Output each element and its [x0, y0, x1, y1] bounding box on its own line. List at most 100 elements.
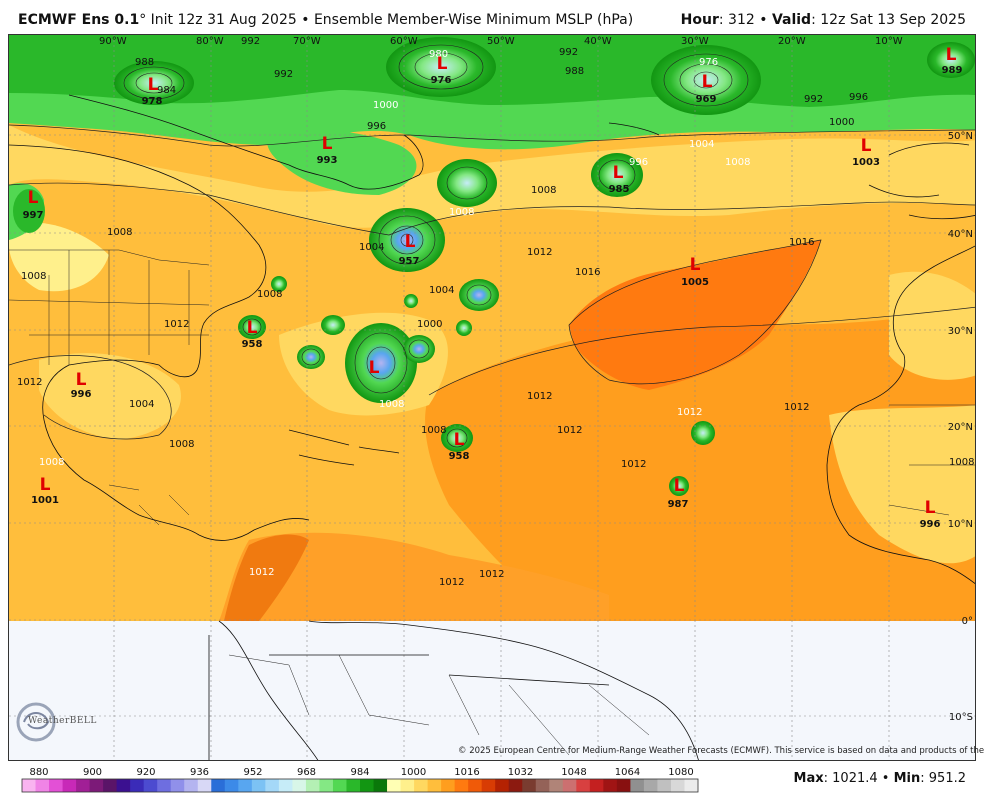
- low-marker: L 978: [142, 75, 163, 107]
- isobar-label: 1008: [531, 185, 556, 196]
- min-label: Min: [893, 771, 921, 786]
- legend-swatch: [495, 779, 510, 792]
- low-marker: L 985: [609, 163, 630, 195]
- low-985-cell: [591, 153, 643, 197]
- header: ECMWF Ens 0.1° Init 12z 31 Aug 2025 • En…: [0, 0, 984, 34]
- low-marker: L 987: [668, 476, 689, 510]
- andes-fill: [224, 534, 309, 621]
- lat-label: 20°N: [948, 422, 973, 433]
- isobar-label: 996: [849, 92, 868, 103]
- isobar-label: 1008: [257, 289, 282, 300]
- low-marker: L 976: [431, 54, 452, 86]
- low-value: 969: [696, 94, 717, 105]
- low-value: 997: [23, 210, 44, 221]
- legend-swatch: [657, 779, 672, 792]
- pressure-color-legend: 880 900 920 936 952 968 984 1000 1016 1032 1048 106…: [18, 764, 702, 804]
- legend-swatch: [319, 779, 334, 792]
- storm-cluster-cell: [345, 323, 417, 403]
- low-letter: L: [946, 45, 957, 65]
- isobar-labels: 992 988 992 992 996 992 988 1000 996 100…: [17, 36, 974, 588]
- legend-swatch: [265, 779, 280, 792]
- bullet-2: •: [759, 12, 768, 28]
- legend-border: [21, 778, 699, 793]
- lon-label: 70°W: [293, 36, 321, 47]
- low-987-cell: [669, 476, 689, 496]
- lat-label: 40°N: [948, 229, 973, 240]
- legend-tick-label: 936: [190, 767, 209, 778]
- low-letter: L: [674, 476, 685, 496]
- low-957-cell: [369, 208, 445, 272]
- isobar-label: 992: [274, 69, 293, 80]
- isobar-label: 1016: [789, 237, 814, 248]
- isobar-label: 1012: [527, 391, 552, 402]
- legend-swatch: [197, 779, 212, 792]
- longitude-labels: 90°W 80°W 70°W 60°W 50°W 40°W 30°W 20°W …: [99, 36, 903, 47]
- legend-swatch: [481, 779, 496, 792]
- canada-1000: [9, 222, 109, 292]
- low-value: 957: [399, 256, 420, 267]
- weatherbell-logo: WeatherBELL: [14, 700, 104, 746]
- low-letter: L: [437, 54, 448, 74]
- legend-swatch: [305, 779, 320, 792]
- model-name: ECMWF Ens 0.1: [18, 12, 140, 28]
- low-marker: L 1001: [31, 475, 59, 506]
- storm-cell-a: [459, 279, 499, 311]
- legend-tick-label: 1080: [668, 767, 693, 778]
- isobar-label: 988: [565, 66, 584, 77]
- storm-cell-e: [691, 421, 715, 445]
- gulf-1004: [39, 353, 181, 440]
- isobar-label: 1008: [21, 271, 46, 282]
- min-value: 951.2: [928, 771, 966, 786]
- isobar-label: 1000: [417, 319, 442, 330]
- maritimes-low: [267, 129, 417, 195]
- isobar-label: 1004: [689, 139, 714, 150]
- copyright-notice: © 2025 European Centre for Medium-Range …: [458, 746, 984, 756]
- legend-swatch: [603, 779, 618, 792]
- low-letter: L: [925, 498, 936, 518]
- isobar-label: 1008: [379, 399, 404, 410]
- legend-swatch: [670, 779, 685, 792]
- isobar-label: 1012: [784, 402, 809, 413]
- isobar-label: 1012: [479, 569, 504, 580]
- valid-label: Valid: [771, 12, 812, 28]
- storm-cell-g: [404, 294, 418, 308]
- map-title: ECMWF Ens 0.1° Init 12z 31 Aug 2025 • En…: [18, 12, 633, 28]
- low-marker: L 997: [23, 188, 44, 221]
- isobar-label: 992: [559, 47, 578, 58]
- hour-value: 312: [728, 12, 755, 28]
- legend-swatch: [508, 779, 523, 792]
- isobar-label: 1008: [421, 425, 446, 436]
- legend-swatch: [157, 779, 172, 792]
- legend-tick-label: 1064: [615, 767, 640, 778]
- low-997-cell: [13, 189, 45, 233]
- isobar-label: 992: [241, 36, 260, 47]
- low-958-east-cell: [441, 424, 473, 452]
- isobar-label: 1016: [575, 267, 600, 278]
- legend-swatch: [103, 779, 118, 792]
- low-value: 996: [920, 519, 941, 530]
- isobar-label: 1012: [249, 567, 274, 578]
- low-letter: L: [861, 136, 872, 156]
- isobar-label: 1012: [621, 459, 646, 470]
- isobar-label: 984: [157, 85, 176, 96]
- lon-label: 80°W: [196, 36, 224, 47]
- low-989-cell: [927, 42, 975, 78]
- legend-swatch: [522, 779, 537, 792]
- low-value: 958: [242, 339, 263, 350]
- storm-cell-c: [297, 345, 325, 369]
- max-label: Max: [793, 771, 824, 786]
- low-marker: L 958: [242, 318, 263, 350]
- legend-swatch: [292, 779, 307, 792]
- mslp-map: 992 988 992 992 996 992 988 1000 996 100…: [8, 34, 976, 761]
- legend-swatch: [224, 779, 239, 792]
- isobar-label: 1008: [449, 207, 474, 218]
- legend-swatch: [278, 779, 293, 792]
- valid-value: 12z Sat 13 Sep 2025: [820, 12, 966, 28]
- legend-swatch: [684, 779, 699, 792]
- legend-tick-label: 920: [136, 767, 155, 778]
- legend-swatch: [616, 779, 631, 792]
- hour-label: Hour: [680, 12, 719, 28]
- europe-1004: [889, 271, 975, 380]
- legend-swatch: [130, 779, 145, 792]
- low-letter: L: [702, 72, 713, 92]
